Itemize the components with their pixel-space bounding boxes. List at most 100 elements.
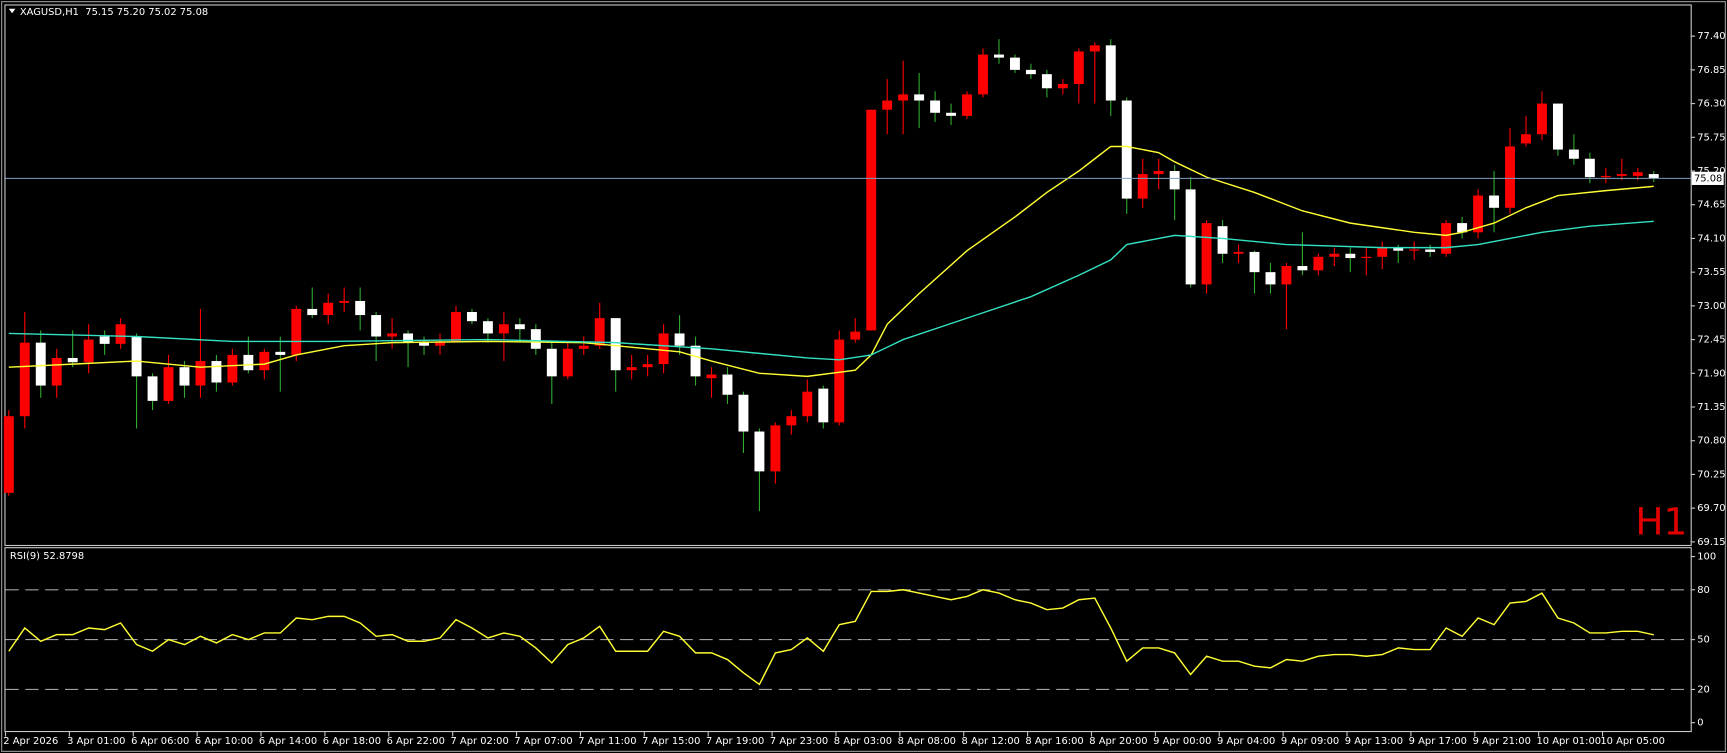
candle-body	[259, 351, 270, 371]
candle-body	[1600, 175, 1611, 178]
candle-body	[978, 54, 988, 95]
candle-body	[163, 367, 174, 401]
candle-body	[1473, 195, 1484, 233]
candle-body	[1521, 134, 1531, 144]
candle-body	[1616, 174, 1627, 176]
candle-body	[658, 333, 669, 365]
x-tick-label: 9 Apr 13:00	[1345, 736, 1403, 747]
candle-body	[451, 311, 461, 342]
candle-body	[1648, 174, 1659, 179]
candle-body	[898, 94, 909, 101]
x-tick-label: 10 Apr 05:00	[1600, 736, 1665, 747]
candle-body	[1217, 226, 1228, 254]
candle-body	[946, 112, 957, 116]
candle-body	[1345, 253, 1356, 259]
x-tick-label: 9 Apr 04:00	[1217, 736, 1275, 747]
candle-body	[19, 342, 30, 417]
y-tick-label: 69.70	[1697, 503, 1725, 514]
candle-body	[1329, 253, 1340, 257]
candle-body	[1409, 249, 1420, 251]
candle-body	[962, 94, 972, 116]
timeframe-label: H1	[1635, 500, 1687, 544]
candle-body	[1153, 171, 1164, 175]
y-tick-label: 50	[1697, 635, 1710, 646]
candle-body	[1313, 256, 1324, 271]
candle-body	[498, 324, 509, 334]
candle-body	[818, 388, 829, 423]
candle-body	[594, 318, 605, 346]
candle-body	[291, 308, 302, 355]
candle-body	[642, 364, 653, 368]
candle-body	[722, 374, 733, 395]
candle-body	[562, 348, 573, 377]
y-tick-label: 74.65	[1697, 200, 1725, 211]
y-tick-label: 71.35	[1697, 402, 1725, 413]
x-tick-label: 6 Apr 22:00	[387, 736, 445, 747]
candle-body	[786, 416, 797, 426]
candle-body	[179, 367, 190, 386]
x-tick-label: 6 Apr 18:00	[323, 736, 381, 747]
candle-body	[1233, 251, 1244, 254]
candle-body	[546, 348, 557, 377]
candle-body	[1249, 251, 1260, 273]
candle-body	[466, 311, 477, 322]
x-tick-label: 8 Apr 16:00	[1025, 736, 1083, 747]
candle-body	[1552, 103, 1563, 150]
x-tick-label: 8 Apr 08:00	[898, 736, 956, 747]
candle-body	[35, 342, 46, 386]
candle-body	[371, 315, 382, 337]
candle-body	[243, 354, 254, 371]
y-tick-label: 0	[1697, 718, 1703, 729]
candle-body	[83, 339, 94, 363]
y-tick-label: 75.20	[1697, 166, 1725, 177]
candle-body	[738, 394, 749, 432]
moving-average	[8, 145, 1654, 378]
candle-body	[1121, 100, 1132, 199]
candle-body	[227, 354, 238, 383]
candle-body	[1457, 223, 1468, 233]
candle-body	[482, 321, 493, 334]
menu-triangle	[8, 8, 16, 14]
candle-body	[195, 361, 206, 386]
candle-body	[51, 357, 62, 386]
candle-body	[530, 329, 541, 349]
candle-body	[1297, 266, 1308, 271]
candle-body	[1281, 266, 1292, 285]
candle-body	[914, 94, 925, 101]
y-tick-label: 100	[1697, 552, 1716, 563]
candle-body	[403, 333, 414, 343]
y-tick-label: 76.30	[1697, 99, 1725, 110]
x-tick-label: 7 Apr 15:00	[642, 736, 700, 747]
candle-body	[1425, 249, 1436, 252]
candle-body	[1105, 45, 1116, 101]
candle-body	[67, 357, 78, 363]
candle-body	[307, 308, 318, 316]
candle-body	[1377, 247, 1388, 257]
rsi-title: RSI(9) 52.8798	[10, 551, 84, 562]
x-tick-label: 10 Apr 01:00	[1536, 736, 1601, 747]
candle-body	[770, 425, 781, 472]
candle-body	[147, 376, 158, 401]
x-tick-label: 3 Apr 01:00	[67, 736, 125, 747]
candle-body	[1265, 272, 1276, 285]
candle-body	[115, 324, 126, 344]
candle-body	[1073, 51, 1084, 84]
y-tick-label: 73.00	[1697, 301, 1725, 312]
candle-body	[802, 391, 813, 417]
candle-body	[99, 336, 110, 344]
rsi-line	[8, 589, 1654, 686]
candle-body	[3, 416, 14, 493]
candle-body	[610, 318, 621, 371]
candle-body	[1009, 57, 1020, 70]
candle-body	[850, 331, 861, 340]
candle-body	[626, 367, 637, 371]
candle-body	[387, 333, 398, 337]
y-tick-label: 70.80	[1697, 436, 1725, 447]
moving-average	[8, 220, 1654, 361]
x-tick-label: 2 Apr 2026	[3, 736, 58, 747]
x-tick-label: 9 Apr 00:00	[1153, 736, 1211, 747]
candle-body	[339, 300, 350, 303]
y-tick-label: 74.10	[1697, 233, 1725, 244]
